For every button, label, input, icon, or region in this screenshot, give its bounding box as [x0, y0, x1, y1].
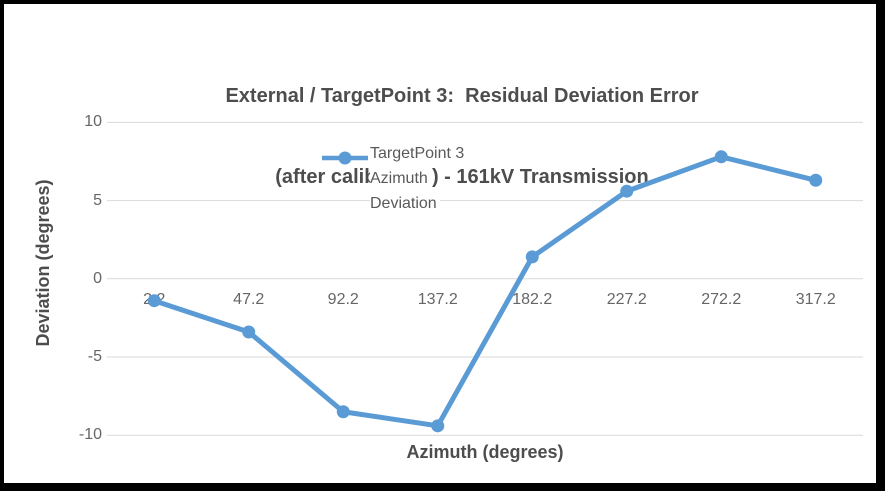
data-point-marker	[242, 325, 256, 339]
x-axis-title: Azimuth (degrees)	[406, 442, 564, 462]
chart-canvas: External / TargetPoint 3: Residual Devia…	[4, 4, 876, 483]
x-tick-label: 92.2	[327, 291, 359, 308]
x-tick-label: 317.2	[795, 291, 836, 308]
x-tick-label: 272.2	[701, 291, 742, 308]
chart-title-line-1: External / TargetPoint 3: Residual Devia…	[225, 85, 699, 107]
y-tick-label: 10	[84, 113, 102, 131]
legend-label-line: TargetPoint 3	[370, 141, 468, 166]
y-tick-label: 0	[93, 269, 102, 287]
data-point-marker	[431, 419, 445, 433]
data-point-marker	[147, 294, 161, 308]
y-tick-label: 5	[93, 191, 102, 209]
y-tick-label: -5	[87, 348, 102, 365]
legend-label: TargetPoint 3 Azimuth Deviation	[370, 141, 468, 216]
data-point-marker	[620, 184, 634, 198]
legend-label-line: Deviation	[370, 191, 440, 216]
plot-area	[107, 121, 863, 436]
x-tick-label: 182.2	[512, 291, 553, 308]
data-point-marker	[525, 250, 539, 264]
series-line-targetpoint3	[151, 154, 819, 429]
legend-label-line: Azimuth	[370, 166, 431, 191]
y-tick-label: -10	[78, 426, 102, 444]
x-tick-label: 227.2	[606, 291, 647, 308]
data-point-marker	[714, 150, 728, 164]
data-point-marker	[809, 173, 823, 187]
legend-marker-icon	[322, 151, 368, 165]
data-point-marker	[336, 405, 350, 419]
x-tick-label: 137.2	[417, 291, 458, 308]
x-tick-label: 47.2	[233, 291, 265, 308]
